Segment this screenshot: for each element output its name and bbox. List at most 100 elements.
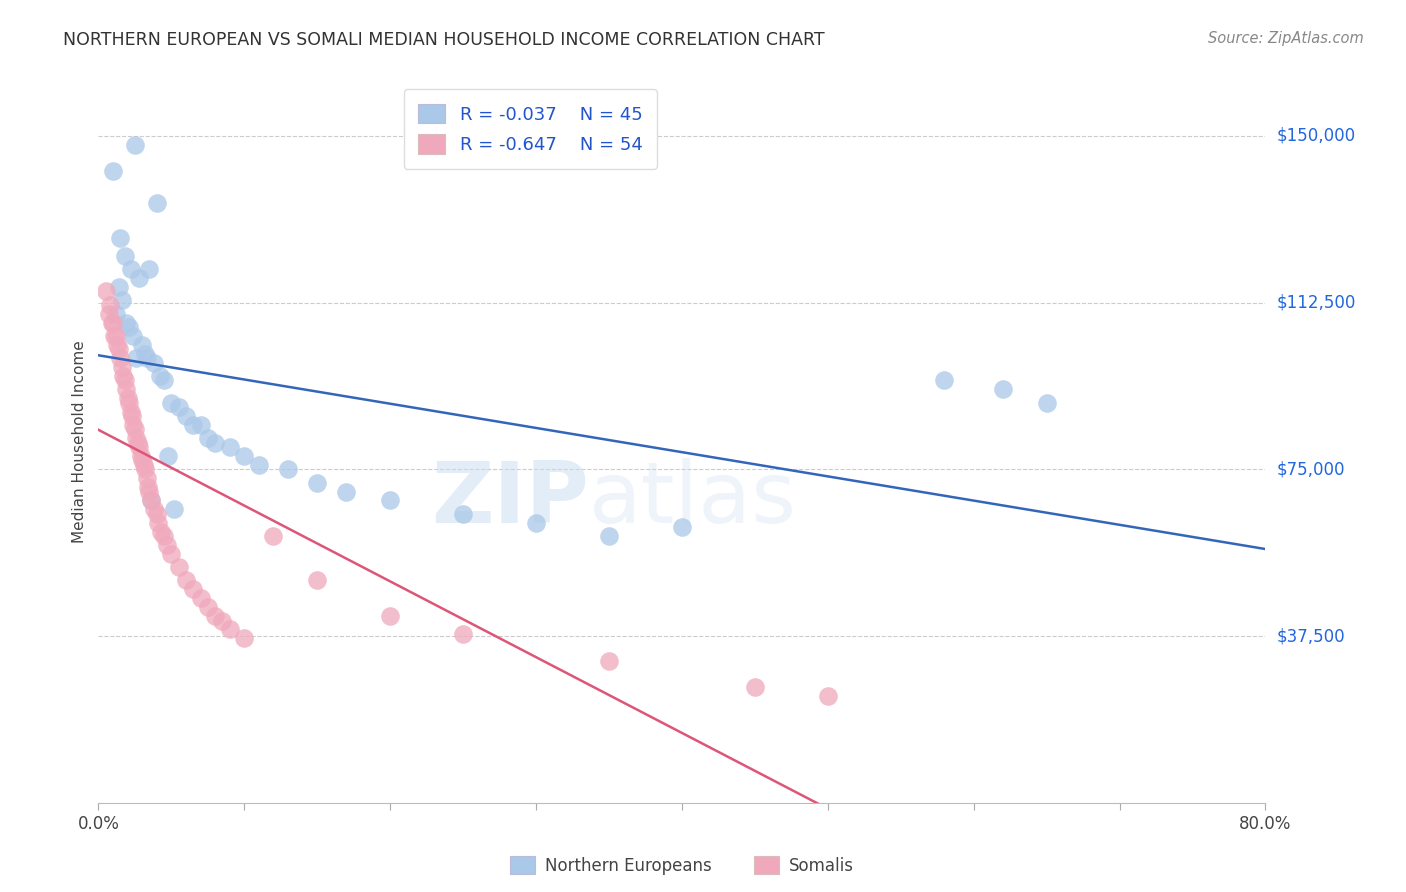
Point — [120, 404, 142, 418]
Point — [277, 462, 299, 476]
Point — [108, 343, 131, 357]
Point — [142, 502, 165, 516]
Point — [598, 653, 620, 667]
Point — [111, 360, 134, 375]
Point — [104, 307, 127, 321]
Point — [122, 417, 145, 432]
Point — [190, 591, 212, 606]
Point — [138, 484, 160, 499]
Point — [114, 249, 136, 263]
Point — [128, 440, 150, 454]
Point — [380, 493, 402, 508]
Point — [167, 560, 190, 574]
Point — [218, 623, 240, 637]
Point — [247, 458, 270, 472]
Point — [98, 298, 121, 312]
Point — [131, 453, 153, 467]
Point — [118, 395, 141, 409]
Point — [135, 471, 157, 485]
Point — [146, 507, 169, 521]
Point — [117, 391, 139, 405]
Point — [150, 524, 173, 539]
Text: $150,000: $150,000 — [1277, 127, 1355, 145]
Point — [108, 280, 131, 294]
Point — [122, 329, 145, 343]
Point — [100, 316, 122, 330]
Point — [160, 395, 183, 409]
Point — [233, 632, 256, 646]
Point — [181, 417, 204, 432]
Point — [204, 609, 226, 624]
Text: $37,500: $37,500 — [1277, 627, 1346, 645]
Point — [233, 449, 256, 463]
Point — [211, 614, 233, 628]
Point — [103, 329, 125, 343]
Point — [101, 316, 124, 330]
Point — [97, 307, 120, 321]
Text: NORTHERN EUROPEAN VS SOMALI MEDIAN HOUSEHOLD INCOME CORRELATION CHART: NORTHERN EUROPEAN VS SOMALI MEDIAN HOUSE… — [63, 31, 825, 49]
Point — [197, 600, 219, 615]
Point — [129, 449, 152, 463]
Point — [451, 627, 474, 641]
Point — [991, 382, 1014, 396]
Point — [157, 449, 180, 463]
Point — [114, 373, 136, 387]
Point — [124, 422, 146, 436]
Point — [181, 582, 204, 597]
Point — [1035, 395, 1057, 409]
Point — [125, 351, 148, 366]
Point — [307, 574, 329, 588]
Point — [134, 347, 156, 361]
Point — [190, 417, 212, 432]
Point — [744, 680, 766, 694]
Point — [934, 373, 956, 387]
Point — [115, 382, 138, 396]
Point — [174, 409, 197, 423]
Point — [149, 368, 172, 383]
Legend: Northern Europeans, Somalis: Northern Europeans, Somalis — [503, 849, 860, 881]
Point — [125, 431, 148, 445]
Point — [148, 516, 170, 530]
Point — [817, 689, 839, 703]
Point — [153, 373, 176, 387]
Point — [131, 338, 153, 352]
Point — [307, 475, 329, 490]
Point — [101, 164, 124, 178]
Text: ZIP: ZIP — [430, 458, 589, 541]
Point — [380, 609, 402, 624]
Point — [156, 538, 179, 552]
Point — [134, 462, 156, 476]
Point — [598, 529, 620, 543]
Point — [204, 435, 226, 450]
Point — [94, 285, 117, 299]
Point — [132, 458, 155, 472]
Point — [160, 547, 183, 561]
Point — [105, 338, 128, 352]
Point — [671, 520, 693, 534]
Point — [136, 480, 159, 494]
Point — [153, 529, 176, 543]
Point — [111, 293, 134, 308]
Point — [128, 271, 150, 285]
Point — [142, 356, 165, 370]
Point — [135, 351, 157, 366]
Point — [127, 435, 149, 450]
Text: Source: ZipAtlas.com: Source: ZipAtlas.com — [1208, 31, 1364, 46]
Point — [146, 195, 169, 210]
Point — [118, 320, 141, 334]
Point — [524, 516, 547, 530]
Point — [110, 231, 132, 245]
Point — [197, 431, 219, 445]
Text: atlas: atlas — [589, 458, 797, 541]
Point — [218, 440, 240, 454]
Point — [139, 493, 162, 508]
Point — [451, 507, 474, 521]
Point — [124, 137, 146, 152]
Point — [174, 574, 197, 588]
Text: $75,000: $75,000 — [1277, 460, 1346, 478]
Point — [112, 368, 135, 383]
Text: $112,500: $112,500 — [1277, 293, 1355, 311]
Point — [115, 316, 138, 330]
Point — [104, 329, 127, 343]
Point — [167, 400, 190, 414]
